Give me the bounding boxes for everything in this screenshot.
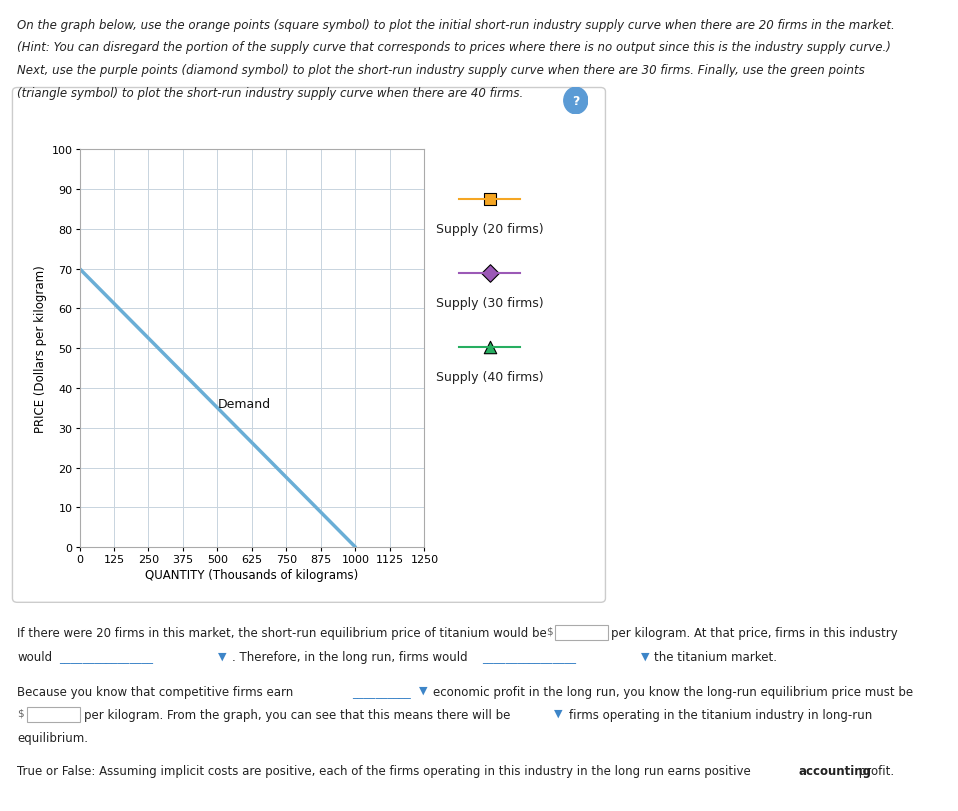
Text: If there were 20 firms in this market, the short-run equilibrium price of titani: If there were 20 firms in this market, t… (17, 626, 547, 639)
Text: ________________: ________________ (59, 650, 153, 663)
Text: ▼: ▼ (419, 685, 427, 695)
Text: (Hint: You can disregard the portion of the supply curve that corresponds to pri: (Hint: You can disregard the portion of … (17, 41, 891, 54)
Y-axis label: PRICE (Dollars per kilogram): PRICE (Dollars per kilogram) (34, 265, 47, 432)
Text: equilibrium.: equilibrium. (17, 731, 88, 744)
Text: ▼: ▼ (218, 650, 227, 660)
Text: Supply (30 firms): Supply (30 firms) (436, 297, 543, 310)
Text: profit.: profit. (855, 764, 895, 777)
Text: (triangle symbol) to plot the short-run industry supply curve when there are 40 : (triangle symbol) to plot the short-run … (17, 87, 523, 100)
Circle shape (564, 88, 587, 114)
Text: $: $ (546, 626, 553, 636)
Text: per kilogram. From the graph, you can see that this means there will be: per kilogram. From the graph, you can se… (84, 708, 511, 721)
Text: accounting: accounting (798, 764, 871, 777)
Text: the titanium market.: the titanium market. (654, 650, 777, 663)
Text: ?: ? (572, 95, 580, 108)
Text: would: would (17, 650, 53, 663)
Text: . Therefore, in the long run, firms would: . Therefore, in the long run, firms woul… (232, 650, 468, 663)
Text: ________________: ________________ (482, 650, 576, 663)
Text: firms operating in the titanium industry in long-run: firms operating in the titanium industry… (569, 708, 873, 721)
Text: __________: __________ (353, 685, 411, 698)
Text: Next, use the purple points (diamond symbol) to plot the short-run industry supp: Next, use the purple points (diamond sym… (17, 64, 865, 77)
Text: per kilogram. At that price, firms in this industry: per kilogram. At that price, firms in th… (611, 626, 898, 639)
Text: economic profit in the long run, you know the long-run equilibrium price must be: economic profit in the long run, you kno… (433, 685, 913, 698)
Text: ▼: ▼ (641, 650, 650, 660)
Point (482, 267, 497, 280)
Text: ▼: ▼ (554, 708, 562, 718)
Text: Supply (20 firms): Supply (20 firms) (436, 223, 543, 236)
Text: Supply (40 firms): Supply (40 firms) (436, 371, 543, 384)
Text: On the graph below, use the orange points (square symbol) to plot the initial sh: On the graph below, use the orange point… (17, 19, 895, 32)
X-axis label: QUANTITY (Thousands of kilograms): QUANTITY (Thousands of kilograms) (146, 569, 358, 581)
Point (482, 193, 497, 206)
Text: Demand: Demand (217, 398, 270, 411)
Text: $: $ (17, 708, 24, 718)
Point (482, 341, 497, 354)
Text: Because you know that competitive firms earn: Because you know that competitive firms … (17, 685, 293, 698)
Text: True or False: Assuming implicit costs are positive, each of the firms operating: True or False: Assuming implicit costs a… (17, 764, 755, 777)
